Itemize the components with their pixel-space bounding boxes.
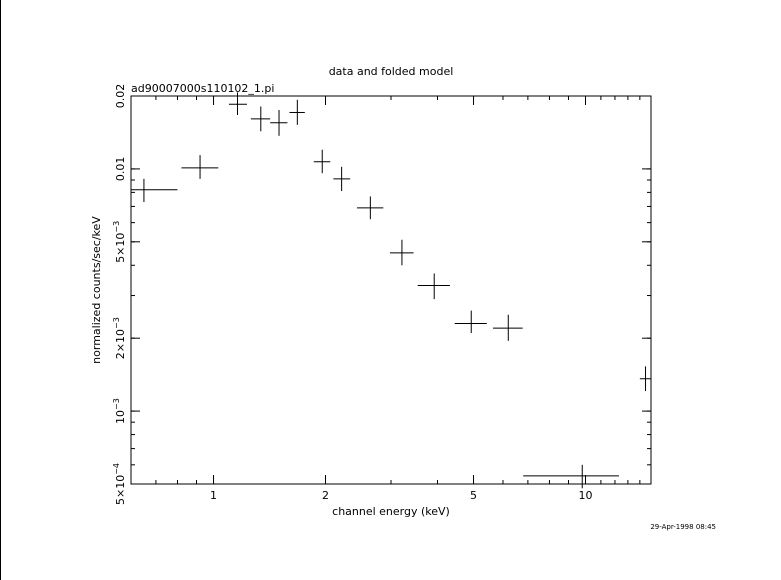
- data-point: [454, 310, 487, 334]
- chart-title: data and folded model: [329, 65, 454, 78]
- y-tick-labels: 5×10−4 10−3 2×10−3 5×10−3 0.01 0.02: [112, 84, 127, 505]
- x-tick-labels: 1 2 5 10: [210, 489, 592, 502]
- data-points: [131, 92, 651, 489]
- plot-frame: [130, 95, 652, 485]
- y-tick-label: 10−3: [112, 398, 127, 424]
- x-tick-label: 1: [210, 489, 217, 502]
- data-point: [356, 196, 384, 220]
- data-point: [313, 149, 331, 174]
- x-tick-label: 5: [470, 489, 477, 502]
- x-tick-label: 2: [322, 489, 329, 502]
- data-point: [131, 178, 178, 203]
- data-point: [639, 366, 651, 392]
- data-point: [228, 92, 247, 115]
- x-axis-label: channel energy (keV): [332, 505, 450, 518]
- axis-ticks: [130, 95, 652, 485]
- timestamp: 29-Apr-1998 08:45: [650, 523, 716, 531]
- y-tick-label: 0.02: [114, 84, 127, 109]
- data-point: [492, 314, 523, 341]
- data-point: [417, 273, 450, 300]
- y-tick-label: 5×10−4: [112, 463, 127, 505]
- data-point: [333, 166, 351, 192]
- y-tick-label: 2×10−3: [112, 317, 127, 359]
- x-tick-label: 10: [578, 489, 592, 502]
- y-tick-label: 0.01: [114, 157, 127, 182]
- data-point: [389, 239, 414, 266]
- left-border-line: [0, 0, 1, 580]
- data-point: [181, 155, 219, 179]
- chart-subtitle: ad90007000s110102_1.pi: [131, 82, 274, 95]
- data-point: [250, 106, 271, 132]
- data-point: [289, 99, 305, 125]
- data-point: [270, 110, 288, 136]
- y-axis-label: normalized counts/sec/keV: [90, 216, 103, 364]
- y-tick-label: 5×10−3: [112, 221, 127, 263]
- data-point: [523, 464, 619, 489]
